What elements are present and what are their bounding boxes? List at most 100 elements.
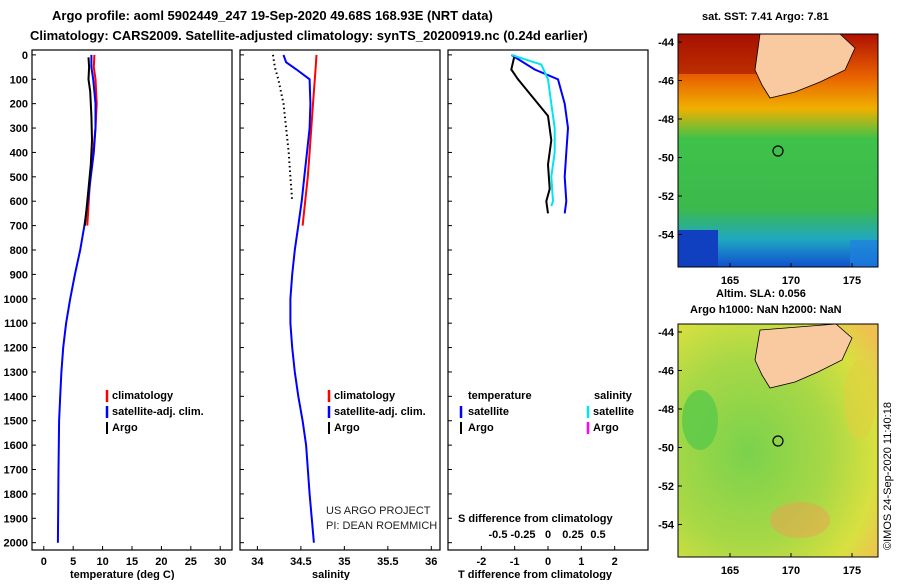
legend-satellite-adj: satellite-adj. clim. — [112, 406, 204, 418]
depth-tick-label: 1200 — [4, 343, 28, 355]
s-diff-tick-label: 0 — [545, 529, 551, 541]
sla-map: -44 -46 -48 -50 -52 -54 165 170 175 — [658, 323, 879, 577]
series-line-t-satellite — [510, 54, 570, 214]
lat-tick-label: -46 — [658, 76, 674, 88]
lon-tick-label: 175 — [843, 565, 861, 577]
salinity-plot-area — [239, 49, 441, 551]
x-tick-label: 5 — [70, 556, 76, 568]
temperature-x-ticks: 0 5 10 15 20 25 30 — [41, 546, 226, 568]
sst-map: -44 -46 -48 -50 -52 -54 165 170 175 — [658, 33, 879, 287]
lat-tick-label: -44 — [658, 37, 675, 49]
s-diff-tick-label: -0.25 — [510, 529, 535, 541]
legend-s-satellite: satellite — [593, 406, 634, 418]
lon-tick-label: 165 — [721, 275, 739, 287]
depth-tick-label: 1300 — [4, 367, 28, 379]
imos-credit: ©IMOS 24-Sep-2020 11:40:18 — [882, 402, 894, 550]
legend-s-argo: Argo — [593, 422, 619, 434]
depth-tick-label: 400 — [10, 147, 28, 159]
x-tick-label: 1 — [578, 556, 584, 568]
salinity-legend: climatology satellite-adj. clim. Argo — [327, 390, 426, 434]
lat-tick-label: -48 — [658, 404, 674, 416]
legend-argo: Argo — [334, 422, 360, 434]
sla-map-title: Altim. SLA: 0.056 — [716, 288, 806, 300]
temperature-plot-area — [31, 49, 233, 551]
sla-map-frame — [677, 323, 879, 558]
difference-series — [510, 53, 570, 214]
depth-tick-label: 1600 — [4, 440, 28, 452]
salinity-series — [272, 54, 318, 543]
x-tick-label: 35 — [338, 556, 350, 568]
legend-climatology: climatology — [112, 390, 174, 402]
x-tick-label: 25 — [185, 556, 197, 568]
depth-axis: 0 100 200 300 400 500 600 700 800 900 1000 1100 1200… — [4, 50, 452, 550]
sst-map-title: sat. SST: 7.41 Argo: 7.81 — [702, 11, 829, 23]
depth-tick-label: 1400 — [4, 391, 28, 403]
difference-plot-area — [447, 49, 649, 551]
x-tick-label: 34 — [251, 556, 264, 568]
depth-tick-label: 100 — [10, 74, 28, 86]
depth-tick-label: 300 — [10, 123, 28, 135]
lon-tick-label: 170 — [782, 275, 800, 287]
new-zealand-landmass — [754, 33, 856, 99]
lat-tick-label: -46 — [658, 366, 674, 378]
argo-float-marker — [772, 435, 784, 447]
s-diff-tick-label: 0.25 — [562, 529, 583, 541]
lat-tick-label: -50 — [658, 443, 674, 455]
x-tick-label: 20 — [155, 556, 167, 568]
legend-argo: Argo — [112, 422, 138, 434]
salinity-x-ticks: 34 34.5 35 35.5 36 — [251, 546, 437, 568]
legend-t-satellite: satellite — [468, 406, 509, 418]
sla-lon-ticks: 165 170 175 — [721, 553, 861, 577]
new-zealand-landmass — [754, 323, 853, 389]
series-line-argo — [272, 54, 294, 202]
depth-tick-label: 1000 — [4, 294, 28, 306]
lat-tick-label: -44 — [658, 327, 675, 339]
depth-tick-label: 1500 — [4, 416, 28, 428]
lon-tick-label: 165 — [721, 565, 739, 577]
sla-lat-ticks: -44 -46 -48 -50 -52 -54 — [658, 327, 682, 532]
depth-tick-label: 1100 — [4, 318, 28, 330]
depth-tick-label: 1800 — [4, 489, 28, 501]
lat-tick-label: -48 — [658, 114, 674, 126]
lat-tick-label: -54 — [658, 230, 675, 242]
sst-lat-ticks: -44 -46 -48 -50 -52 -54 — [658, 37, 682, 242]
depth-tick-label: 600 — [10, 196, 28, 208]
lon-tick-label: 175 — [843, 275, 861, 287]
salinity-axis-label: salinity — [312, 569, 351, 580]
depth-tick-label: 900 — [10, 269, 28, 281]
x-tick-label: -1 — [510, 556, 520, 568]
sst-lon-ticks: 165 170 175 — [721, 263, 861, 287]
depth-tick-label: 700 — [10, 221, 28, 233]
series-line-s-satellite — [510, 53, 556, 207]
lat-tick-label: -52 — [658, 481, 674, 493]
s-diff-tick-label: 0.5 — [590, 529, 605, 541]
lon-tick-label: 170 — [782, 565, 800, 577]
legend-t-argo: Argo — [468, 422, 494, 434]
difference-axis-label: T difference from climatology — [458, 569, 613, 580]
pi-credit: PI: DEAN ROEMMICH — [326, 520, 437, 532]
sst-map-frame — [677, 33, 879, 268]
s-diff-tick-label: -0.5 — [489, 529, 508, 541]
x-tick-label: 0 — [545, 556, 551, 568]
s-difference-ticks: -0.5 -0.25 0 0.25 0.5 — [489, 529, 606, 541]
series-line-argo — [83, 57, 94, 226]
temperature-axis-label: temperature (deg C) — [70, 569, 175, 580]
series-line-t-argo — [510, 54, 553, 214]
difference-x-ticks: -2 -1 0 1 2 — [476, 546, 618, 568]
x-tick-label: 34.5 — [290, 556, 311, 568]
argo-float-marker — [772, 145, 784, 157]
series-line-satellite-adj-clim- — [282, 54, 315, 543]
x-tick-label: -2 — [476, 556, 486, 568]
depth-tick-label: 0 — [22, 50, 28, 62]
x-tick-label: 30 — [214, 556, 226, 568]
x-tick-label: 36 — [425, 556, 437, 568]
lat-tick-label: -50 — [658, 153, 674, 165]
legend-salinity-title: salinity — [594, 390, 633, 402]
series-line-satellite-adj-clim- — [56, 54, 97, 543]
series-line-climatology — [301, 54, 318, 226]
legend-satellite-adj: satellite-adj. clim. — [334, 406, 426, 418]
lat-tick-label: -52 — [658, 191, 674, 203]
s-difference-axis-label: S difference from climatology — [458, 513, 614, 525]
depth-tick-label: 2000 — [4, 538, 28, 550]
